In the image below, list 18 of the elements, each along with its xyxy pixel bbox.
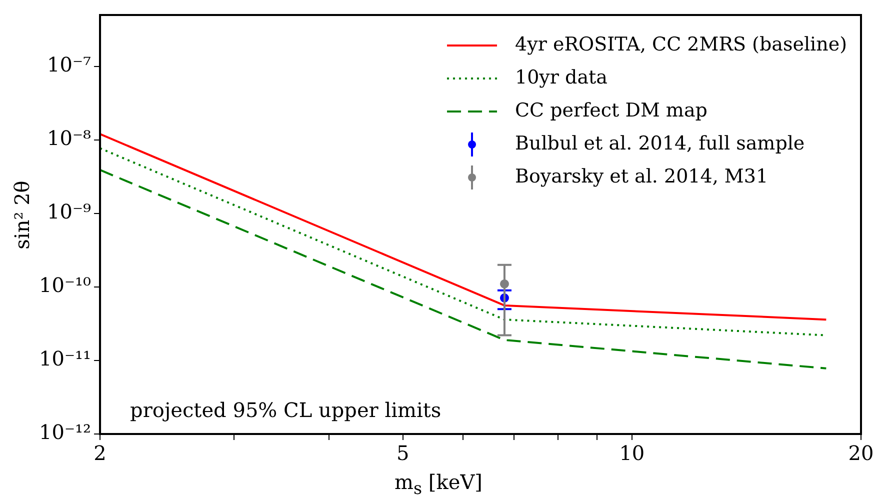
- legend-label: Bulbul et al. 2014, full sample: [515, 132, 805, 154]
- x-tick-label: 20: [848, 441, 874, 466]
- y-tick-label: 10⁻¹⁰: [38, 273, 92, 298]
- legend-label: 10yr data: [515, 66, 608, 88]
- x-axis-title: m$_{s}$ [keV]: [394, 470, 484, 498]
- legend-label: 4yr eROSITA, CC 2MRS (baseline): [515, 33, 848, 56]
- legend-label: CC perfect DM map: [515, 99, 708, 122]
- y-tick-label: 10⁻¹¹: [38, 346, 92, 371]
- annotation: projected 95% CL upper limits: [130, 398, 442, 422]
- x-tick-label: 10: [619, 441, 645, 466]
- x-tick-label: 5: [396, 441, 410, 466]
- y-tick-label: 10⁻⁸: [47, 126, 92, 150]
- x-tick-label: 2: [94, 441, 106, 466]
- y-tick-label: 10⁻⁷: [47, 52, 92, 77]
- y-tick-label: 10⁻⁹: [47, 200, 92, 224]
- y-axis-title: sin² 2θ: [10, 180, 34, 250]
- legend-label: Boyarsky et al. 2014, M31: [515, 165, 768, 188]
- y-tick-label: 10⁻¹²: [38, 420, 92, 444]
